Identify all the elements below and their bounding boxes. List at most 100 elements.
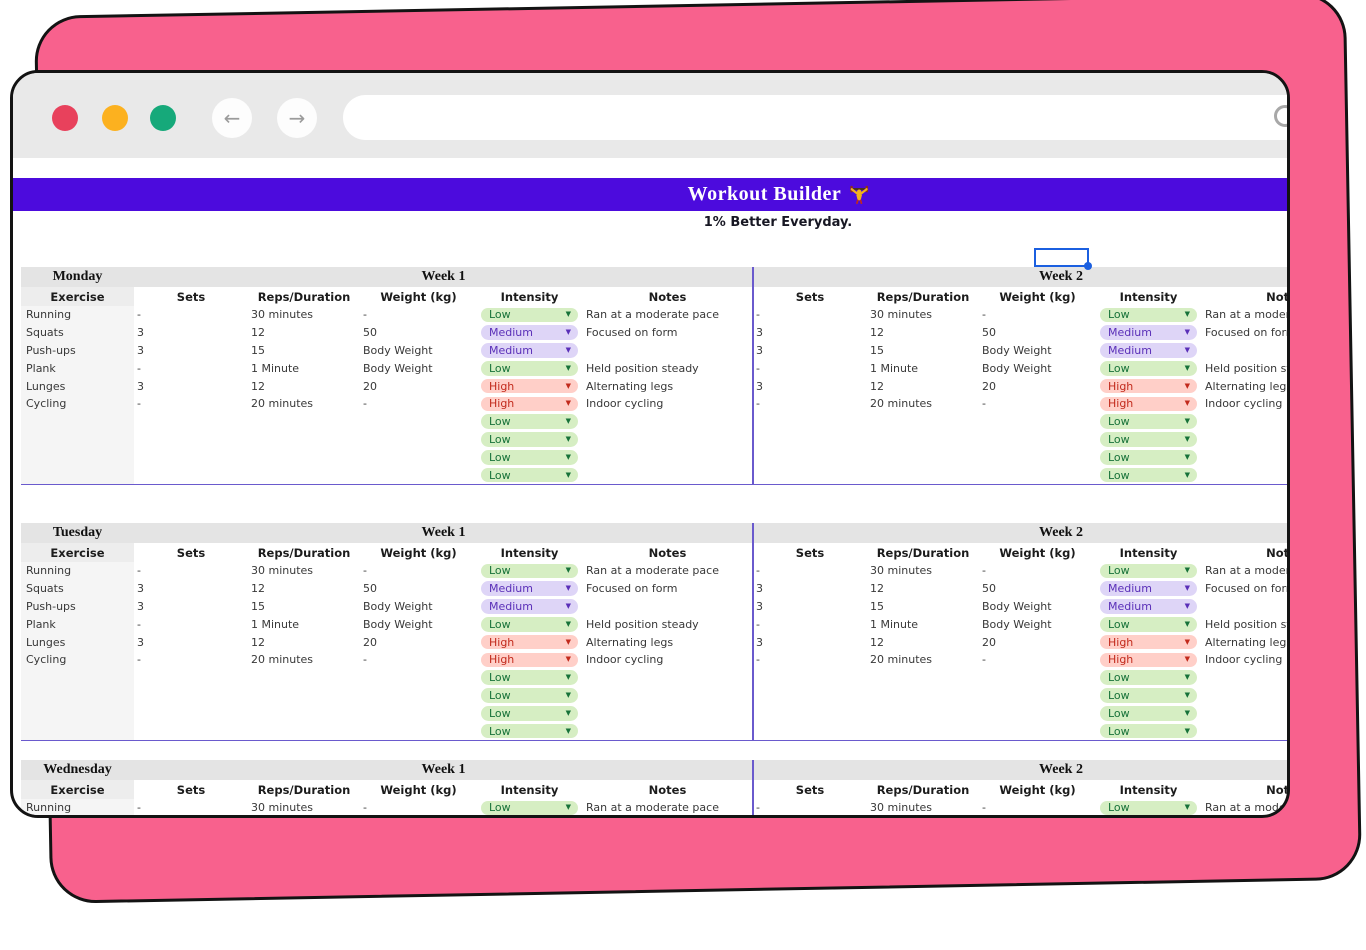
reps-cell[interactable]: 20 minutes: [870, 653, 933, 667]
reps-cell[interactable]: 30 minutes: [870, 308, 933, 322]
intensity-dropdown[interactable]: Low ▼: [1100, 723, 1197, 739]
intensity-dropdown[interactable]: Low ▼: [1100, 706, 1197, 721]
weight-cell[interactable]: -: [363, 564, 367, 578]
weight-cell[interactable]: Body Weight: [363, 617, 433, 631]
notes-cell[interactable]: Ran at a moderate pace: [586, 564, 719, 578]
notes-cell[interactable]: Alternating legs: [586, 635, 674, 649]
intensity-dropdown[interactable]: Low ▼: [481, 800, 578, 815]
intensity-dropdown[interactable]: Low ▼: [1100, 617, 1197, 632]
weight-cell[interactable]: Body Weight: [982, 361, 1052, 375]
weight-cell[interactable]: [979, 704, 1096, 722]
intensity-dropdown[interactable]: Low ▼: [481, 450, 578, 465]
back-button[interactable]: ←: [212, 98, 252, 138]
sets-cell[interactable]: 3: [756, 635, 763, 649]
weight-cell[interactable]: 20: [363, 635, 377, 649]
notes-cell[interactable]: [582, 431, 753, 449]
reps-cell[interactable]: 30 minutes: [870, 564, 933, 578]
exercise-cell[interactable]: Plank: [21, 359, 134, 378]
intensity-dropdown[interactable]: Low ▼: [1100, 467, 1197, 483]
intensity-dropdown[interactable]: High ▼: [1100, 378, 1197, 394]
notes-cell[interactable]: [1201, 722, 1287, 740]
maximize-window-button[interactable]: [150, 105, 176, 131]
weight-cell[interactable]: 20: [982, 379, 996, 393]
sets-cell[interactable]: [753, 448, 867, 466]
col-header-weight-kg-[interactable]: Weight (kg): [999, 289, 1076, 304]
intensity-dropdown[interactable]: Low ▼: [481, 432, 578, 447]
reps-cell[interactable]: 30 minutes: [251, 801, 314, 815]
sets-cell[interactable]: 3: [753, 817, 867, 818]
notes-cell[interactable]: [1201, 687, 1287, 705]
notes-cell[interactable]: Alternating legs: [1205, 635, 1290, 649]
reps-cell[interactable]: [867, 669, 979, 687]
sets-cell[interactable]: -: [756, 617, 760, 631]
notes-cell[interactable]: [1201, 342, 1287, 360]
weight-cell[interactable]: -: [982, 564, 986, 578]
intensity-dropdown[interactable]: Medium ▼: [1100, 599, 1197, 614]
col-header-notes[interactable]: Notes: [1266, 782, 1290, 797]
reps-cell[interactable]: 12: [251, 582, 265, 596]
weight-cell[interactable]: [360, 669, 477, 687]
intensity-dropdown[interactable]: Low ▼: [1100, 307, 1197, 323]
reps-cell[interactable]: [867, 722, 979, 740]
notes-cell[interactable]: Indoor cycling: [586, 397, 664, 411]
sets-cell[interactable]: [134, 466, 248, 484]
notes-cell[interactable]: [1201, 448, 1287, 466]
reps-cell[interactable]: 12: [251, 379, 265, 393]
exercise-cell[interactable]: Squats: [21, 817, 134, 818]
weight-cell[interactable]: [360, 448, 477, 466]
weight-cell[interactable]: 50: [363, 326, 377, 340]
weight-cell[interactable]: [979, 687, 1096, 705]
sets-cell[interactable]: -: [756, 361, 760, 375]
weight-cell[interactable]: -: [363, 397, 367, 411]
notes-cell[interactable]: Focused on form: [582, 817, 753, 818]
intensity-dropdown[interactable]: Low ▼: [481, 467, 578, 483]
intensity-dropdown[interactable]: Low ▼: [481, 563, 578, 579]
notes-cell[interactable]: Held position steady: [1205, 361, 1287, 375]
sets-cell[interactable]: -: [137, 308, 141, 322]
notes-cell[interactable]: Ran at a moderate pace: [1205, 564, 1290, 578]
intensity-dropdown[interactable]: Low ▼: [1100, 432, 1197, 447]
sets-cell[interactable]: 3: [137, 635, 144, 649]
url-bar[interactable]: [343, 95, 1287, 140]
reps-cell[interactable]: 12: [870, 326, 884, 340]
notes-cell[interactable]: Ran at a moderate pace: [586, 308, 719, 322]
col-header-reps-duration[interactable]: Reps/Duration: [257, 545, 351, 560]
notes-cell[interactable]: [582, 342, 753, 360]
reps-cell[interactable]: 1 Minute: [870, 617, 919, 631]
sets-cell[interactable]: 3: [756, 343, 763, 357]
intensity-dropdown[interactable]: Low ▼: [481, 688, 578, 703]
weight-cell[interactable]: [979, 722, 1096, 740]
weight-cell[interactable]: -: [982, 653, 986, 667]
exercise-cell[interactable]: [21, 722, 134, 740]
sets-cell[interactable]: -: [756, 653, 760, 667]
sets-cell[interactable]: [753, 687, 867, 705]
col-header-sets[interactable]: Sets: [795, 545, 825, 560]
intensity-dropdown[interactable]: Low ▼: [1100, 563, 1197, 579]
sets-cell[interactable]: -: [756, 397, 760, 411]
reps-cell[interactable]: 30 minutes: [870, 801, 933, 815]
sets-cell[interactable]: [753, 431, 867, 449]
reps-cell[interactable]: 1 Minute: [251, 617, 300, 631]
exercise-cell[interactable]: [21, 704, 134, 723]
col-header-intensity[interactable]: Intensity: [1119, 545, 1178, 560]
exercise-cell[interactable]: Squats: [21, 579, 134, 598]
weight-cell[interactable]: 50: [979, 817, 1096, 818]
intensity-dropdown[interactable]: High ▼: [481, 634, 578, 650]
reps-cell[interactable]: 1 Minute: [251, 361, 300, 375]
minimize-window-button[interactable]: [102, 105, 128, 131]
notes-cell[interactable]: [582, 687, 753, 705]
notes-cell[interactable]: Alternating legs: [1205, 379, 1290, 393]
intensity-dropdown[interactable]: Low ▼: [1100, 414, 1197, 429]
intensity-dropdown[interactable]: Medium ▼: [481, 325, 578, 340]
col-header-sets[interactable]: Sets: [176, 782, 206, 797]
reps-cell[interactable]: 12: [248, 817, 360, 818]
intensity-dropdown[interactable]: High ▼: [481, 378, 578, 394]
weight-cell[interactable]: [979, 466, 1096, 484]
notes-cell[interactable]: [1201, 431, 1287, 449]
intensity-dropdown[interactable]: Low ▼: [481, 723, 578, 739]
col-header-intensity[interactable]: Intensity: [500, 545, 559, 560]
col-header-intensity[interactable]: Intensity: [500, 289, 559, 304]
sets-cell[interactable]: [134, 704, 248, 722]
col-header-weight-kg-[interactable]: Weight (kg): [380, 545, 457, 560]
reps-cell[interactable]: [867, 687, 979, 705]
